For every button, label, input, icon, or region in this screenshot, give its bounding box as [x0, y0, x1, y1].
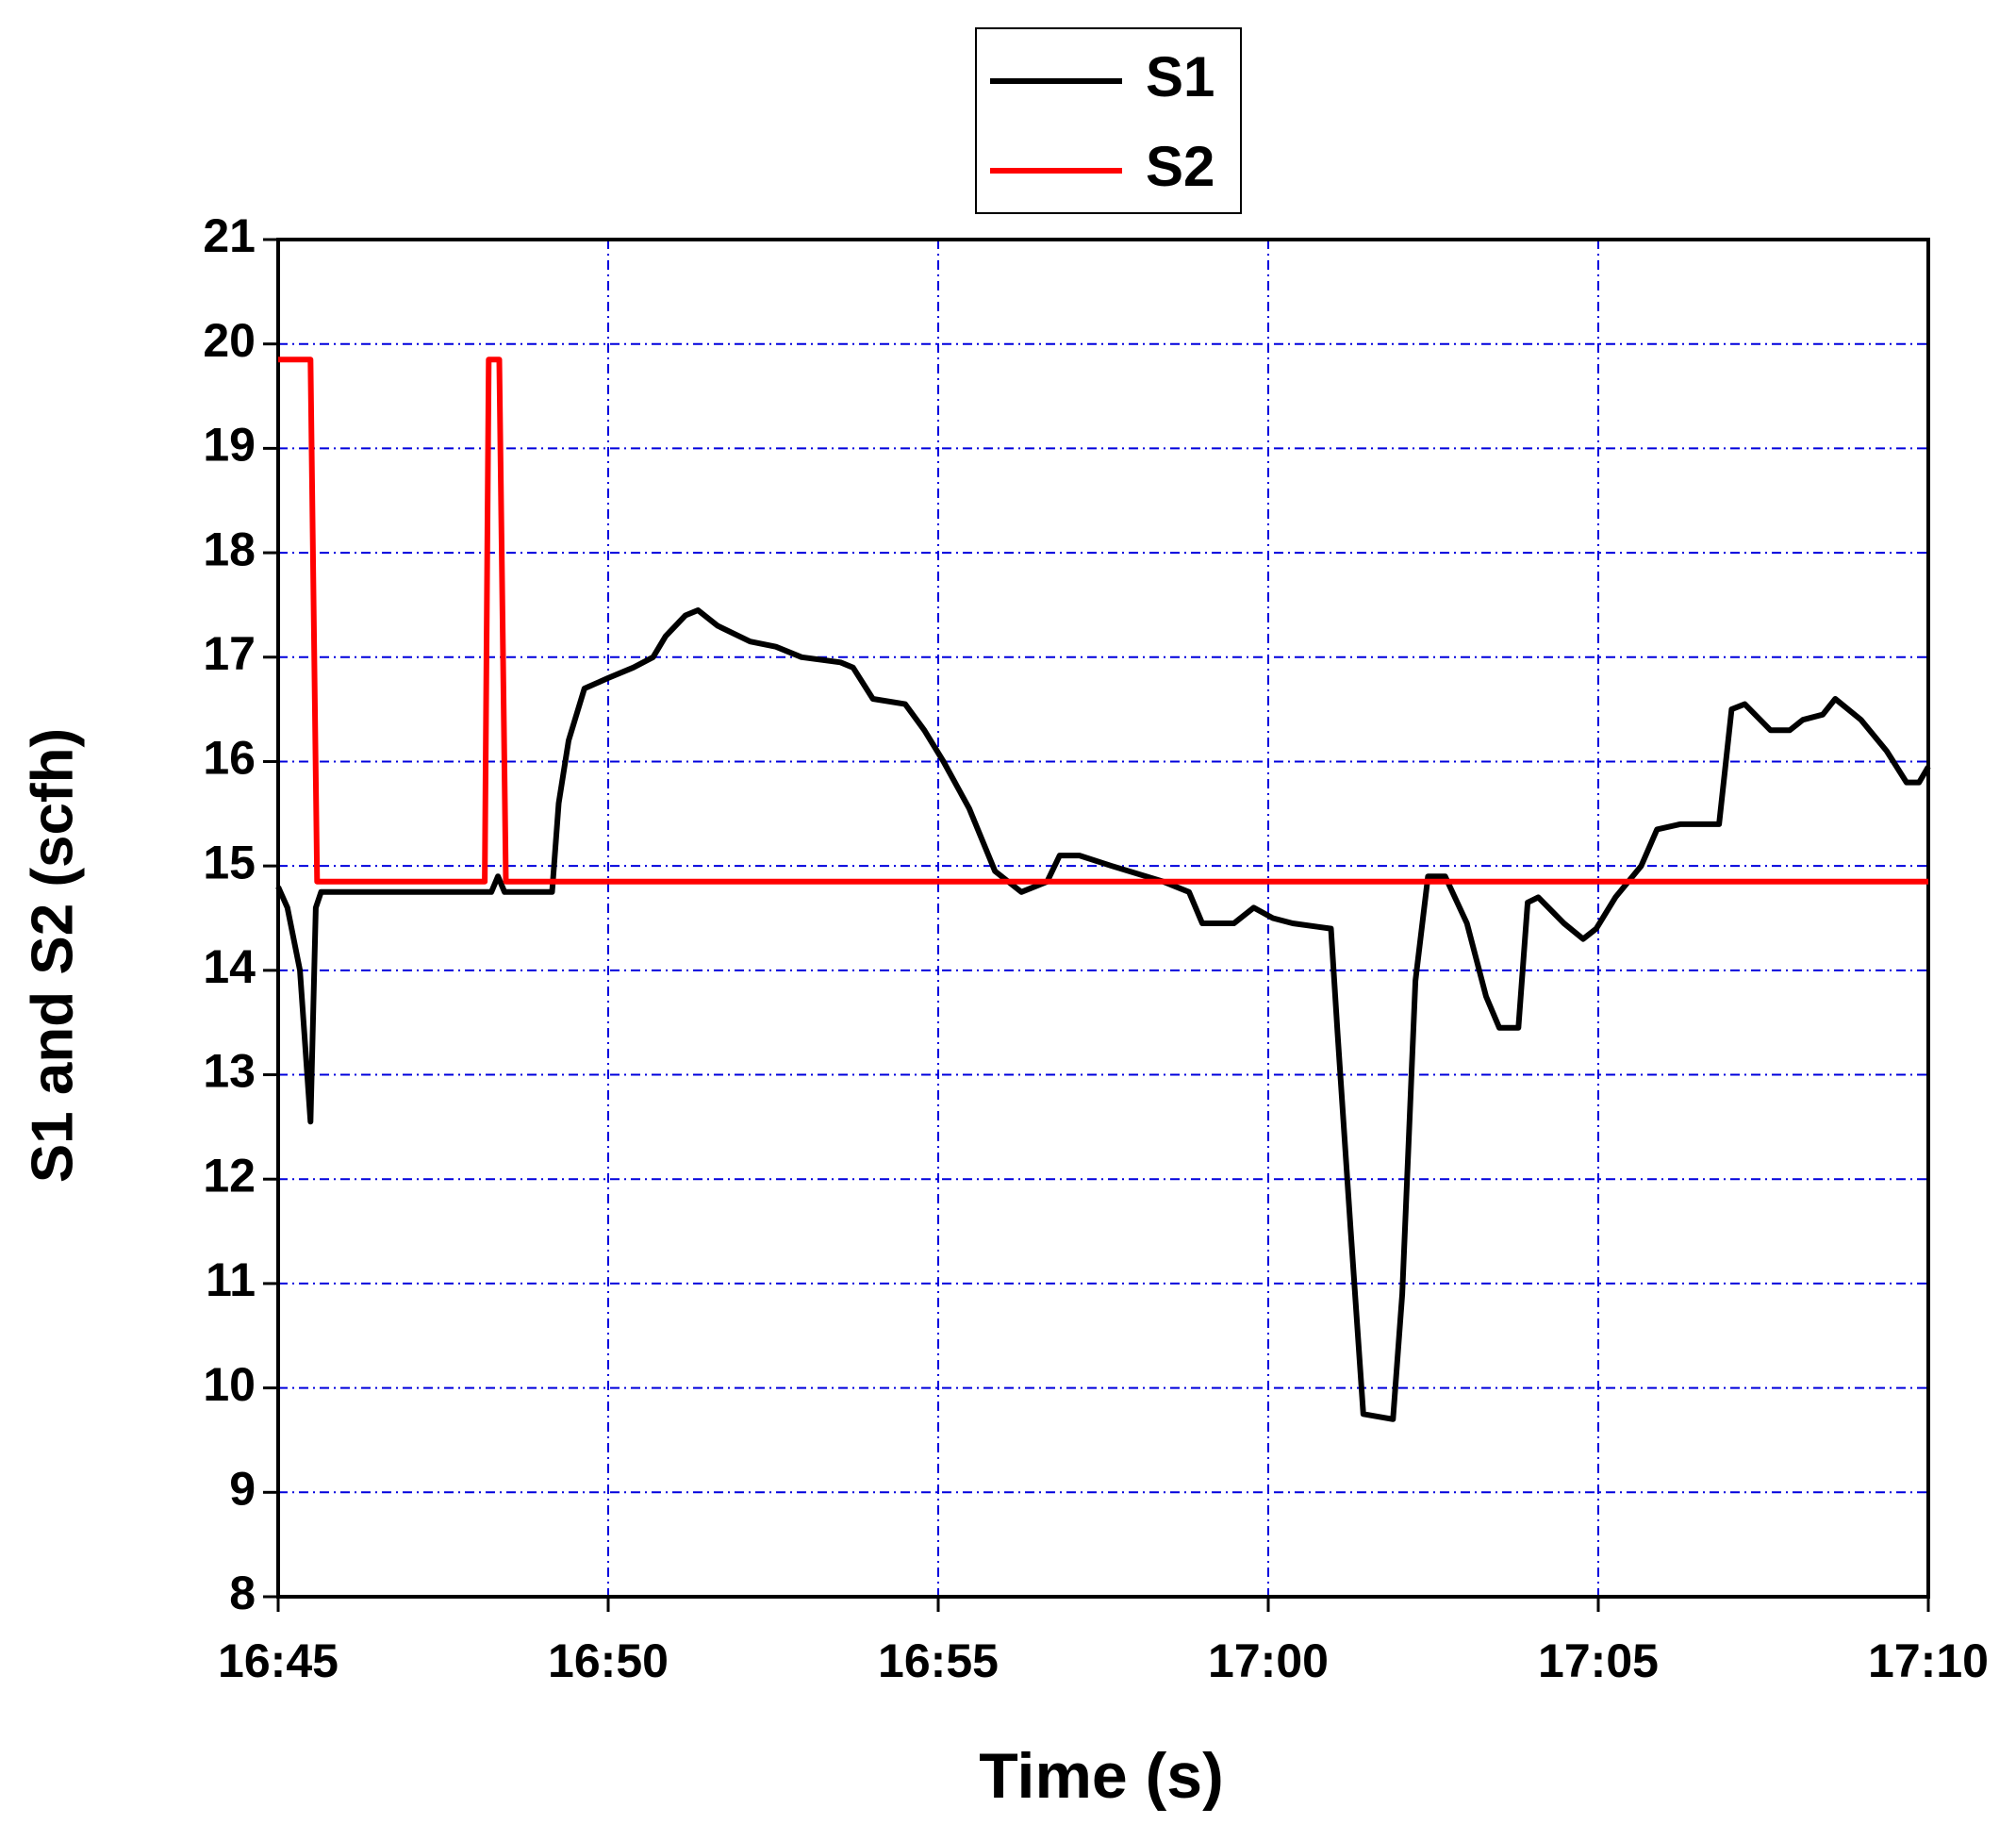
- y-axis-label: S1 and S2 (scfh): [20, 728, 85, 1183]
- y-tick-label: 8: [229, 1567, 256, 1619]
- x-tick-label: 17:05: [1538, 1634, 1659, 1687]
- legend-label: S2: [1146, 135, 1215, 198]
- x-tick-label: 16:50: [548, 1634, 669, 1687]
- legend-label: S1: [1146, 45, 1215, 108]
- y-tick-label: 11: [206, 1253, 256, 1306]
- y-tick-label: 16: [203, 732, 256, 785]
- x-tick-label: 17:10: [1868, 1634, 1989, 1687]
- x-tick-label: 16:45: [218, 1634, 339, 1687]
- plot-frame: [276, 238, 1930, 1599]
- y-tick-label: 12: [203, 1149, 256, 1202]
- y-tick-label: 13: [203, 1045, 256, 1098]
- y-tick-label: 15: [203, 836, 256, 888]
- y-tick-label: 18: [203, 522, 256, 575]
- y-tick-label: 21: [203, 209, 256, 262]
- series-line: [278, 357, 1928, 885]
- series-line: [275, 607, 1931, 1422]
- legend-box: [975, 27, 1242, 214]
- x-tick-label: 17:00: [1208, 1634, 1329, 1687]
- x-axis-label: Time (s): [979, 1740, 1223, 1812]
- y-tick-label: 14: [203, 940, 256, 993]
- y-tick-label: 10: [203, 1358, 256, 1411]
- y-tick-label: 19: [203, 419, 256, 472]
- y-tick-label: 20: [203, 314, 256, 367]
- y-tick-label: 17: [203, 627, 256, 680]
- x-tick-label: 16:55: [878, 1634, 999, 1687]
- y-tick-label: 9: [229, 1463, 256, 1516]
